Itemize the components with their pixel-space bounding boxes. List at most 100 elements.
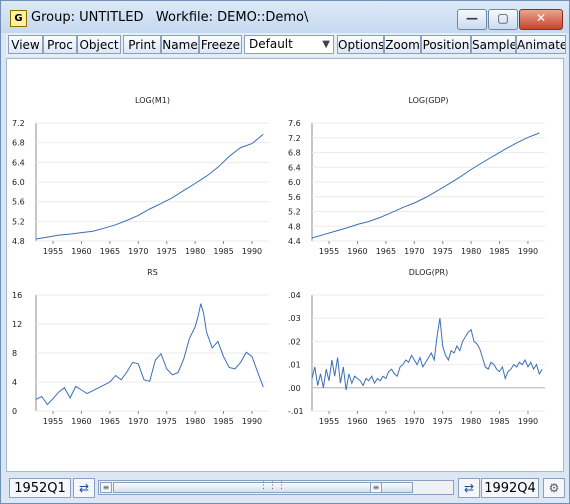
graph-canvas[interactable]: LOG(M1) 4.8 5.2 5.6 6.0 6.4 6.8 7.2 1955 1960 1965… bbox=[6, 58, 564, 472]
options-button[interactable]: Options bbox=[337, 35, 384, 54]
proc-button[interactable]: Proc bbox=[43, 35, 77, 54]
chevron-down-icon: ▼ bbox=[322, 39, 330, 50]
sample-status-bar: 1952Q1 ⇄ ≡ ⋮⋮⋮ ≡ ⇄ 1992Q4 ⚙ bbox=[1, 474, 569, 503]
x-tick-label: 1980 bbox=[185, 247, 205, 256]
x-tick-label: 1980 bbox=[185, 417, 205, 426]
series-line bbox=[35, 133, 264, 240]
object-button[interactable]: Object bbox=[77, 35, 121, 54]
close-icon: ✕ bbox=[535, 11, 547, 25]
animate-button[interactable]: Animate bbox=[516, 35, 566, 54]
sample-end: 1992Q4 bbox=[481, 478, 539, 498]
x-tick-label: 1970 bbox=[404, 417, 424, 426]
x-tick-label: 1960 bbox=[71, 417, 91, 426]
maximize-button[interactable]: ▢ bbox=[488, 9, 518, 30]
x-tick-label: 1980 bbox=[461, 417, 481, 426]
y-tick-label: 4.8 bbox=[288, 222, 301, 231]
x-tick-label: 1965 bbox=[376, 417, 396, 426]
print-button[interactable]: Print bbox=[123, 35, 161, 54]
maximize-icon: ▢ bbox=[497, 11, 509, 25]
y-tick-label: 6.4 bbox=[12, 158, 25, 167]
name-button[interactable]: Name bbox=[161, 35, 199, 54]
slider-right-handle[interactable]: ≡ bbox=[370, 482, 382, 493]
position-button[interactable]: Position bbox=[421, 35, 471, 54]
x-tick-label: 1960 bbox=[347, 417, 367, 426]
x-tick-label: 1985 bbox=[489, 417, 509, 426]
grip-icon: ⋮⋮⋮ bbox=[259, 481, 286, 491]
minimize-button[interactable]: — bbox=[457, 9, 487, 30]
y-tick-label: .04 bbox=[288, 291, 301, 300]
x-tick-label: 1965 bbox=[100, 247, 120, 256]
x-tick-label: 1980 bbox=[461, 247, 481, 256]
object-toolbar: View Proc Object Print Name Freeze Defau… bbox=[6, 33, 566, 57]
slider-thumb[interactable]: ⋮⋮⋮ bbox=[113, 481, 413, 493]
y-tick-label: 7.2 bbox=[288, 134, 301, 143]
x-tick-label: 1990 bbox=[518, 247, 538, 256]
x-tick-label: 1955 bbox=[43, 247, 63, 256]
group-object-icon: G bbox=[10, 10, 27, 27]
slider-left-handle[interactable]: ≡ bbox=[100, 482, 112, 493]
y-tick-label: .03 bbox=[288, 314, 301, 323]
series-line bbox=[311, 318, 543, 391]
x-tick-label: 1960 bbox=[71, 247, 91, 256]
x-tick-label: 1970 bbox=[128, 417, 148, 426]
zoom-button[interactable]: Zoom bbox=[384, 35, 421, 54]
title-bar[interactable]: G Group: UNTITLED Workfile: DEMO::Demo\ … bbox=[1, 1, 569, 33]
sample-start: 1952Q1 bbox=[9, 478, 71, 498]
x-tick-label: 1965 bbox=[376, 247, 396, 256]
x-tick-label: 1990 bbox=[242, 417, 262, 426]
x-tick-label: 1960 bbox=[347, 247, 367, 256]
template-combo-value: Default bbox=[249, 37, 293, 51]
x-tick-label: 1970 bbox=[128, 247, 148, 256]
x-tick-label: 1990 bbox=[242, 247, 262, 256]
y-tick-label: 6.0 bbox=[288, 178, 301, 187]
y-tick-label: 6.4 bbox=[288, 163, 301, 172]
y-tick-label: 4.8 bbox=[12, 237, 25, 246]
y-tick-label: 0 bbox=[12, 407, 17, 416]
x-tick-label: 1955 bbox=[319, 417, 339, 426]
x-tick-label: 1975 bbox=[433, 417, 453, 426]
y-tick-label: 8 bbox=[12, 349, 17, 358]
chart-title: DLOG(PR) bbox=[409, 268, 448, 277]
y-tick-label: .01 bbox=[288, 361, 301, 370]
y-tick-label: 6.8 bbox=[288, 149, 301, 158]
x-tick-label: 1975 bbox=[433, 247, 453, 256]
x-tick-label: 1975 bbox=[157, 247, 177, 256]
x-tick-label: 1990 bbox=[518, 417, 538, 426]
multi-graph: LOG(M1) 4.8 5.2 5.6 6.0 6.4 6.8 7.2 1955 1960 1965… bbox=[12, 96, 545, 426]
y-tick-label: 12 bbox=[12, 320, 22, 329]
y-tick-label: 4.4 bbox=[288, 237, 301, 246]
x-tick-label: 1965 bbox=[100, 417, 120, 426]
y-tick-label: 7.2 bbox=[12, 119, 25, 128]
close-button[interactable]: ✕ bbox=[519, 9, 563, 30]
y-tick-label: 5.6 bbox=[288, 193, 301, 202]
y-tick-label: 7.6 bbox=[288, 119, 301, 128]
sample-button[interactable]: Sample bbox=[471, 35, 516, 54]
series-line bbox=[311, 132, 540, 239]
y-tick-label: 5.2 bbox=[12, 217, 25, 226]
y-tick-label: 4 bbox=[12, 378, 17, 387]
y-tick-label: 5.6 bbox=[12, 198, 25, 207]
chart-title: RS bbox=[147, 268, 158, 277]
x-tick-label: 1985 bbox=[213, 247, 233, 256]
y-tick-label: -.01 bbox=[288, 407, 304, 416]
window-title: Group: UNTITLED Workfile: DEMO::Demo\ bbox=[31, 10, 309, 25]
y-tick-label: .02 bbox=[288, 337, 301, 346]
x-tick-label: 1955 bbox=[319, 247, 339, 256]
sample-slider[interactable]: ≡ ⋮⋮⋮ ≡ bbox=[98, 480, 454, 495]
freeze-button[interactable]: Freeze bbox=[199, 35, 242, 54]
view-button[interactable]: View bbox=[8, 35, 43, 54]
y-tick-label: 5.2 bbox=[288, 208, 301, 217]
x-tick-label: 1970 bbox=[404, 247, 424, 256]
x-tick-label: 1985 bbox=[213, 417, 233, 426]
y-tick-label: .00 bbox=[288, 384, 301, 393]
x-tick-label: 1985 bbox=[489, 247, 509, 256]
swap-arrows-icon[interactable]: ⇄ bbox=[73, 478, 95, 498]
y-tick-label: 6.8 bbox=[12, 139, 25, 148]
minimize-icon: — bbox=[466, 11, 478, 25]
gear-icon[interactable]: ⚙ bbox=[543, 478, 565, 498]
swap-arrows-icon[interactable]: ⇄ bbox=[458, 478, 480, 498]
y-tick-label: 6.0 bbox=[12, 178, 25, 187]
template-combo[interactable]: Default ▼ bbox=[244, 35, 334, 54]
y-tick-label: 16 bbox=[12, 291, 22, 300]
